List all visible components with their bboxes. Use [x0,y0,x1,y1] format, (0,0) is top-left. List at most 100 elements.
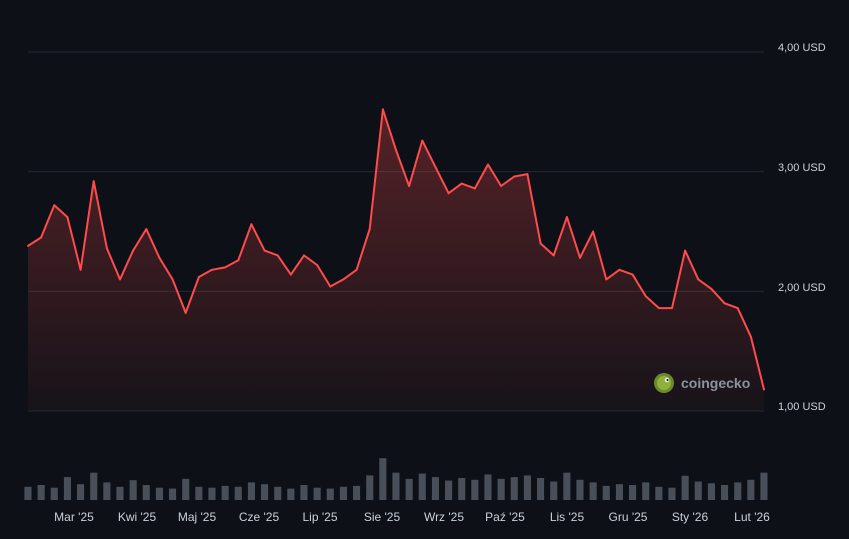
volume-bar [471,479,479,500]
price-point [513,175,516,178]
price-point [684,249,687,252]
volume-bars [24,458,768,500]
y-tick-label: 2,00 USD [778,282,826,294]
price-point [119,278,121,281]
volume-bar [642,482,650,500]
volume-bar [615,484,623,500]
volume-bar [681,475,689,500]
volume-bar [602,485,610,500]
price-point [618,268,621,271]
price-point [421,139,424,142]
price-point [184,311,187,314]
price-point [395,149,397,152]
price-point [473,187,476,190]
x-tick-label: Maj '25 [178,510,217,524]
volume-bar [221,485,229,500]
price-point [224,266,227,269]
price-point [644,295,647,298]
volume-bar [326,488,334,500]
x-tick-label: Lis '25 [550,510,585,524]
price-point [368,228,371,231]
price-point [565,216,568,219]
price-point [105,247,108,250]
price-point [316,264,319,266]
price-point [657,307,660,310]
volume-bar [234,486,242,500]
price-point [579,256,581,259]
price-point [631,273,634,276]
price-point [381,108,384,111]
volume-bar [116,486,124,500]
price-area [28,109,764,412]
price-point [276,254,279,257]
price-area-fill [28,109,764,412]
volume-bar [721,485,729,500]
volume-bar [629,485,637,500]
price-point [66,216,69,219]
volume-bar [90,472,98,500]
volume-bar [694,481,702,500]
price-point [303,254,305,257]
price-point [697,278,700,281]
volume-bar [747,479,755,500]
volume-bar [668,487,676,500]
volume-bar [734,482,742,500]
price-point [355,268,358,271]
price-point [197,276,200,278]
price-point [723,302,726,305]
volume-bar [37,485,45,500]
volume-bar [353,485,361,500]
price-point [447,192,450,195]
y-tick-label: 4,00 USD [778,42,826,54]
price-point [749,335,752,338]
volume-bar [261,484,269,500]
volume-bar [366,475,374,500]
price-point [736,307,739,310]
volume-bar [169,488,177,500]
x-tick-label: Mar '25 [54,510,94,524]
price-point [552,254,555,257]
price-point [27,244,29,247]
volume-bar [24,486,32,500]
price-point [211,268,213,271]
volume-bar [497,478,505,500]
watermark: coingecko [654,373,750,393]
watermark-text: coingecko [681,375,750,391]
x-tick-label: Sie '25 [364,510,401,524]
price-point [237,259,240,262]
price-point [250,223,253,226]
y-tick-label: 3,00 USD [778,162,826,174]
volume-bar [63,477,71,500]
price-point [53,204,56,207]
volume-bar [418,473,426,500]
volume-bar [550,481,558,500]
volume-bar [103,482,111,500]
price-point [329,285,332,288]
volume-bar [445,480,453,500]
gecko-logo-icon [654,373,674,393]
volume-bar [405,478,413,500]
x-tick-label: Sty '26 [672,510,709,524]
volume-bar [247,482,255,500]
volume-bar [195,486,203,500]
volume-bar [576,479,584,500]
x-tick-label: Lut '26 [734,510,770,524]
volume-bar [142,485,150,500]
price-point [132,249,135,252]
x-tick-label: Cze '25 [239,510,280,524]
volume-bar [155,487,163,500]
volume-bar [760,472,768,500]
price-point [79,268,82,271]
volume-bar [77,484,85,500]
price-point [671,307,673,310]
volume-bar [458,478,466,500]
volume-bar [484,474,492,500]
price-point [526,173,529,176]
price-point [460,182,463,185]
price-point [763,388,765,391]
x-axis-ticks: Mar '25 Kwi '25 Maj '25 Cze '25 Lip '25 … [54,510,770,524]
y-tick-label: 1,00 USD [778,401,826,413]
price-point [539,242,542,245]
volume-bar [563,472,571,500]
